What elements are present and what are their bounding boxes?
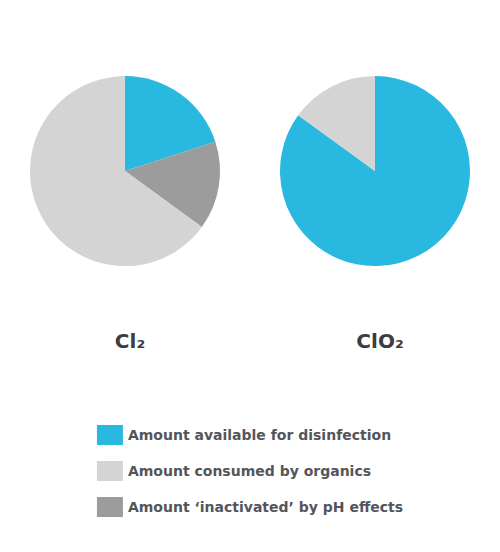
svg-text:Amount consumed by organics: Amount consumed by organics <box>128 463 371 479</box>
svg-text:ClO₂: ClO₂ <box>356 329 403 353</box>
svg-text:Amount available for disinfect: Amount available for disinfection <box>128 427 391 443</box>
svg-text:Amount ‘inactivated’ by pH eff: Amount ‘inactivated’ by pH effects <box>128 499 403 515</box>
svg-text:Cl₂: Cl₂ <box>115 329 145 353</box>
